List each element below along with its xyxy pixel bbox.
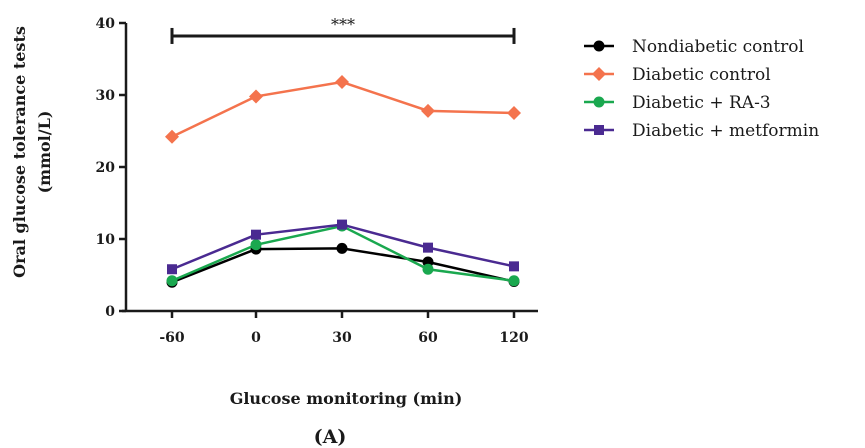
data-point: [421, 103, 435, 118]
legend-label: Nondiabetic control: [632, 37, 804, 57]
legend-item: Diabetic control: [584, 65, 771, 85]
data-point: [423, 242, 433, 253]
x-tick-label: 60: [418, 330, 438, 346]
data-point: [249, 89, 263, 104]
y-tick-label: 40: [96, 16, 116, 32]
y-axis-title-line2: (mmol/L): [35, 111, 54, 194]
y-tick-label: 0: [105, 304, 115, 320]
legend-swatch-marker: [592, 67, 606, 81]
legend-label: Diabetic + RA-3: [632, 93, 771, 113]
legend: Nondiabetic control Diabetic control Diabe…: [584, 37, 819, 141]
data-point: [337, 219, 347, 230]
y-tick-label: 30: [96, 88, 116, 104]
data-point: [508, 275, 520, 287]
axes: [122, 23, 538, 313]
data-point: [335, 75, 349, 90]
series-line: [171, 80, 515, 138]
legend-label: Diabetic + metformin: [632, 121, 819, 141]
series-group: [165, 75, 521, 288]
data-point: [422, 263, 434, 275]
data-point: [251, 229, 261, 240]
series-4: [167, 219, 519, 275]
data-point: [336, 242, 348, 254]
x-tick-label: -60: [159, 330, 185, 346]
data-point: [166, 275, 178, 287]
y-ticks: 0 10 20 30 40: [96, 16, 126, 320]
legend-swatch-marker: [593, 40, 605, 52]
y-tick-label: 10: [96, 232, 116, 248]
x-tick-label: 120: [499, 330, 528, 346]
data-point: [509, 261, 519, 272]
x-tick-label: 0: [251, 330, 261, 346]
significance-label: ***: [331, 15, 355, 34]
y-tick-label: 20: [96, 160, 116, 176]
data-point: [165, 129, 179, 144]
y-axis-title-line1: Oral glucose tolerance tests: [10, 26, 29, 278]
legend-swatch-marker: [593, 96, 605, 108]
legend-item: Diabetic + metformin: [584, 121, 819, 141]
significance-bracket: ***: [170, 15, 516, 44]
x-axis-title: Glucose monitoring (min): [230, 389, 463, 408]
panel-label: (A): [314, 426, 347, 448]
legend-label: Diabetic control: [632, 65, 771, 85]
legend-swatch-marker: [594, 125, 604, 135]
x-tick-label: 30: [332, 330, 352, 346]
legend-item: Nondiabetic control: [584, 37, 804, 57]
data-point: [250, 239, 262, 251]
x-ticks: -60 0 30 60 120: [159, 311, 529, 346]
series-2: [165, 75, 521, 144]
legend-item: Diabetic + RA-3: [584, 93, 771, 113]
data-point: [507, 106, 521, 120]
data-point: [167, 264, 177, 275]
